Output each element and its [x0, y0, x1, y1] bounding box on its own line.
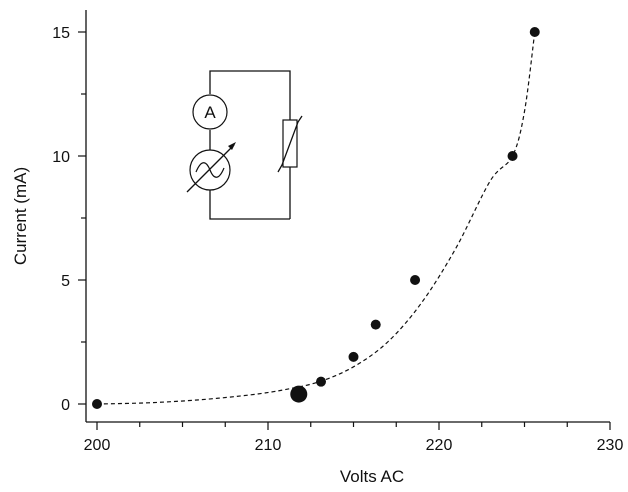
data-point [370, 319, 381, 330]
x-axis-title: Volts AC [340, 467, 404, 486]
y-tick-label: 15 [52, 25, 70, 42]
variable-arrowhead-icon [228, 142, 236, 150]
data-point [529, 27, 540, 37]
circuit-inset: A [186, 70, 303, 220]
ammeter-circle [192, 94, 228, 130]
x-ticks: 200 210 220 230 [84, 422, 624, 454]
ac-source-circle [189, 149, 231, 191]
circuit-wire-top [209, 70, 291, 120]
x-tick-label: 210 [255, 437, 282, 454]
resistor-nonlinear-mark-icon [277, 115, 303, 173]
data-point-large [290, 385, 308, 403]
x-tick-label: 200 [84, 437, 111, 454]
circuit-wire-bottom [209, 190, 290, 220]
ac-source-wave-icon [195, 162, 225, 178]
plot-area: 200 210 220 230 0 5 10 15 Volts AC Current (mA… [11, 10, 623, 486]
y-tick-label: 10 [52, 149, 70, 166]
y-tick-label: 5 [61, 273, 70, 290]
x-tick-label: 230 [597, 437, 624, 454]
resistor-body [282, 119, 298, 168]
data-point [92, 399, 102, 409]
y-axis-title: Current (mA) [11, 167, 30, 265]
data-point [410, 275, 421, 285]
data-point [316, 376, 327, 387]
ammeter-label: A [204, 103, 216, 122]
x-tick-label: 220 [426, 437, 453, 454]
data-points [92, 27, 540, 409]
data-point [348, 351, 359, 362]
variable-arrow-icon [186, 144, 235, 193]
y-ticks: 0 5 10 15 [52, 25, 86, 414]
fit-curve [96, 31, 536, 405]
data-point [507, 151, 518, 161]
y-tick-label: 0 [61, 397, 70, 414]
